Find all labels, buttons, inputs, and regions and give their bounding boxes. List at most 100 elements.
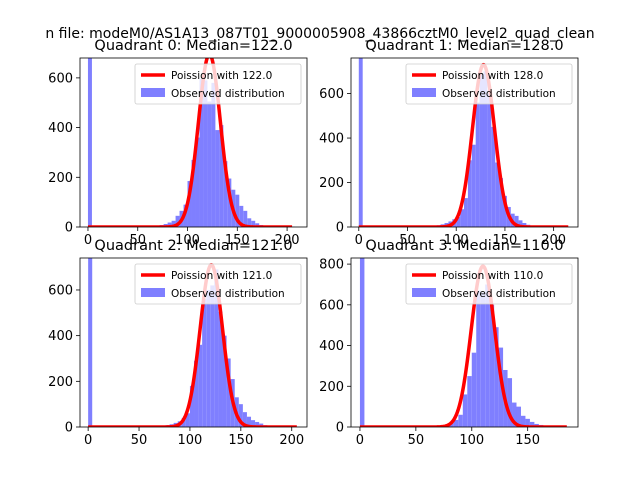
legend-box bbox=[134, 63, 302, 105]
histogram-bar bbox=[88, 258, 93, 427]
histogram-bar bbox=[529, 421, 535, 427]
x-tick-label: 150 bbox=[228, 433, 253, 448]
x-tick-label: 150 bbox=[515, 433, 540, 448]
histogram-bar bbox=[175, 215, 180, 227]
histogram-bar bbox=[358, 58, 363, 227]
legend-observed-swatch bbox=[412, 88, 436, 97]
legend-observed-swatch bbox=[141, 88, 165, 97]
histogram-bar bbox=[191, 159, 196, 227]
histogram-bar bbox=[222, 335, 227, 427]
histogram-bar bbox=[460, 209, 465, 227]
histogram-bar bbox=[251, 220, 256, 227]
y-tick-label: 0 bbox=[336, 221, 344, 236]
y-tick-label: 0 bbox=[65, 221, 73, 236]
histogram-bar bbox=[181, 417, 186, 427]
histogram-bar bbox=[167, 222, 172, 227]
x-tick-label: 0 bbox=[84, 233, 92, 248]
histogram-bar bbox=[471, 352, 477, 427]
subplot-quadrant-2: 0 50 100 150 200 0 200 400 600 Quadrant 2: Median… bbox=[48, 238, 308, 448]
histogram-bar bbox=[483, 71, 488, 227]
histogram-bar bbox=[449, 422, 454, 427]
legend-poisson-label: Poission with 122.0 bbox=[171, 70, 272, 82]
histogram-bar bbox=[476, 290, 481, 427]
histogram-bar bbox=[525, 418, 530, 427]
legend-box bbox=[405, 263, 573, 305]
figure-suptitle: n file: modeM0/AS1A13_087T01_9000005908_… bbox=[45, 26, 594, 42]
histogram-bar bbox=[467, 160, 472, 227]
histogram-bar bbox=[456, 216, 461, 227]
histogram-bar bbox=[512, 402, 517, 427]
legend-observed-label: Observed distribution bbox=[442, 288, 556, 300]
histogram-bar bbox=[194, 360, 199, 427]
x-tick-label: 50 bbox=[408, 433, 425, 448]
legend-poisson-label: Poission with 110.0 bbox=[442, 270, 543, 282]
subplot-title: Quadrant 1: Median=128.0 bbox=[365, 38, 563, 54]
histogram-bar bbox=[171, 220, 176, 227]
histogram-bar bbox=[514, 215, 519, 227]
y-tick-label: 200 bbox=[319, 176, 344, 191]
histogram-bar bbox=[219, 125, 224, 227]
legend: Poission with 110.0 Observed distribution bbox=[405, 263, 573, 305]
y-tick-label: 400 bbox=[319, 132, 344, 147]
histogram-bar bbox=[207, 101, 212, 227]
histogram-bar bbox=[218, 311, 223, 427]
histogram-bar bbox=[491, 126, 496, 227]
histogram-bar bbox=[453, 419, 459, 427]
y-tick-label: 400 bbox=[48, 121, 73, 136]
x-tick-label: 100 bbox=[459, 433, 484, 448]
legend-observed-label: Observed distribution bbox=[171, 288, 285, 300]
legend-observed-swatch bbox=[412, 288, 436, 297]
x-tick-label: 0 bbox=[355, 233, 363, 248]
histogram-bar bbox=[522, 222, 527, 227]
histogram-bar bbox=[485, 284, 490, 427]
subplot-grid: 0 50 100 150 200 0 200 400 600 Quadrant 0: Median… bbox=[48, 38, 579, 448]
histogram-bar bbox=[462, 394, 468, 427]
x-tick-label: 100 bbox=[175, 233, 200, 248]
histogram-bar bbox=[189, 385, 195, 427]
histogram-bar bbox=[87, 58, 92, 227]
subplot-title: Quadrant 3: Median=110.0 bbox=[365, 238, 563, 254]
axes-frame bbox=[79, 257, 308, 428]
histogram-bar bbox=[242, 412, 247, 427]
histogram-bar bbox=[247, 218, 252, 227]
y-tick-label: 800 bbox=[319, 258, 344, 273]
histogram-bar bbox=[499, 178, 503, 227]
legend-observed-label: Observed distribution bbox=[442, 88, 556, 100]
y-tick-label: 600 bbox=[319, 298, 344, 313]
y-tick-label: 200 bbox=[48, 171, 73, 186]
y-tick-label: 600 bbox=[319, 87, 344, 102]
subplot-title: Quadrant 0: Median=122.0 bbox=[94, 38, 292, 54]
histogram-bar bbox=[214, 269, 219, 427]
x-tick-label: 100 bbox=[178, 433, 203, 448]
legend-observed-label: Observed distribution bbox=[171, 88, 285, 100]
histogram-bar bbox=[255, 223, 260, 227]
x-tick-label: 200 bbox=[279, 433, 304, 448]
histogram-bar bbox=[359, 258, 365, 427]
histogram-bar bbox=[223, 161, 228, 227]
histogram-bar bbox=[479, 73, 484, 227]
histogram-bar bbox=[502, 195, 507, 227]
histogram-bar bbox=[251, 420, 256, 427]
y-tick-label: 400 bbox=[48, 329, 73, 344]
histogram-bar bbox=[464, 198, 468, 227]
histogram-bar bbox=[495, 162, 500, 227]
histogram-bar bbox=[226, 358, 231, 427]
x-tick-label: 0 bbox=[356, 433, 364, 448]
histogram-bar bbox=[215, 130, 220, 227]
y-tick-label: 0 bbox=[65, 421, 73, 436]
y-tick-label: 600 bbox=[48, 71, 73, 86]
histogram-bars bbox=[88, 258, 300, 427]
x-tick-label: 0 bbox=[84, 433, 92, 448]
x-tick-label: 50 bbox=[131, 433, 148, 448]
axes-frame bbox=[79, 57, 308, 228]
legend: Poission with 128.0 Observed distribution bbox=[405, 63, 573, 105]
histogram-bar bbox=[238, 404, 243, 427]
histogram-bar bbox=[246, 416, 252, 427]
histogram-bar bbox=[487, 93, 492, 227]
histogram-bar bbox=[195, 137, 200, 227]
histogram-bar bbox=[458, 414, 463, 427]
x-tick-label: 150 bbox=[493, 233, 518, 248]
subplot-quadrant-1: 0 50 100 150 200 0 200 400 600 Quadrant 1: Median… bbox=[319, 38, 579, 248]
histogram-bar bbox=[227, 178, 232, 227]
legend-poisson-label: Poission with 121.0 bbox=[171, 270, 272, 282]
